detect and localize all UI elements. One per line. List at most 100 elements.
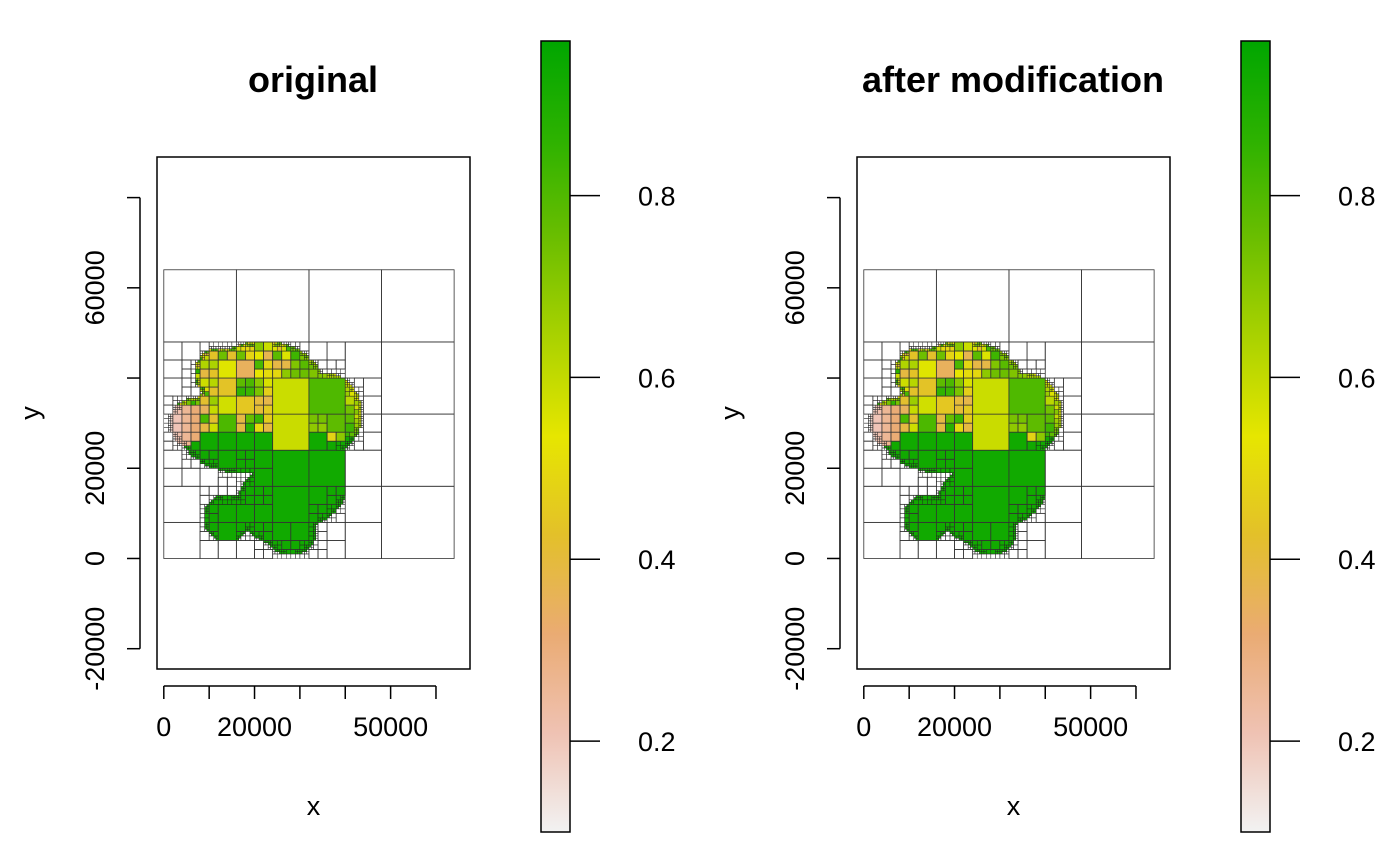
quadtree-cell: [211, 499, 214, 503]
quadtree-cell: [177, 431, 183, 437]
quadtree-cell: [886, 398, 889, 401]
quadtree-cell: [922, 495, 928, 501]
quadtree-cell: [1051, 389, 1055, 392]
quadtree-cell: [1063, 431, 1082, 451]
quadtree-cell: [254, 359, 264, 370]
quadtree-cell: [292, 346, 296, 349]
quadtree-cell: [936, 495, 939, 498]
quadtree-cell: [242, 483, 246, 487]
quadtree-cell: [1017, 549, 1028, 559]
quadtree-cell: [245, 413, 255, 424]
quadtree-cell: [920, 348, 924, 352]
quadtree-cell: [992, 348, 996, 352]
quadtree-cell: [344, 404, 355, 415]
quadtree-cell: [263, 350, 274, 361]
quadtree-cell: [999, 368, 1010, 379]
quadtree-cell: [354, 393, 357, 397]
quadtree-cell: [908, 485, 919, 496]
quadtree-cell: [883, 402, 887, 406]
quadtree-cell: [199, 389, 203, 392]
quadtree-cell: [1058, 409, 1062, 413]
quadtree-cell: [235, 431, 255, 451]
quadtree-cell: [1013, 524, 1016, 528]
quadtree-cell: [354, 436, 360, 442]
quadtree-cell: [983, 343, 987, 347]
quadtree-cell: [881, 395, 887, 401]
quadtree-cell: [320, 519, 323, 523]
quadtree-cell: [1081, 413, 1155, 487]
quadtree-cell: [886, 447, 889, 451]
quadtree-cell: [1054, 413, 1060, 419]
quadtree-cell: [1017, 422, 1028, 433]
quadtree-cell: [208, 341, 214, 347]
quadtree-cell: [317, 513, 323, 519]
quadtree-cell: [913, 497, 917, 501]
quadtree-cell: [881, 431, 892, 442]
quadtree-cell: [240, 481, 244, 485]
quadtree-cell: [177, 445, 183, 451]
quadtree-cell: [208, 386, 219, 397]
quadtree-cell: [1058, 400, 1062, 404]
quadtree-cell: [1044, 413, 1055, 424]
quadtree-cell: [917, 395, 937, 415]
quadtree-cell: [172, 400, 178, 406]
quadtree-cell: [886, 454, 892, 460]
quadtree-cell: [1033, 508, 1037, 512]
quadtree-cell: [913, 531, 919, 537]
quadtree-cell: [1020, 517, 1023, 521]
quadtree-cell: [208, 485, 219, 496]
quadtree-cell: [1054, 395, 1057, 399]
quadtree-cell: [942, 483, 946, 487]
quadtree-cell: [199, 540, 219, 559]
quadtree-cell: [231, 348, 235, 352]
quadtree-cell: [301, 353, 305, 356]
quadtree-cell: [222, 348, 226, 352]
quadtree-cell: [299, 355, 305, 361]
quadtree-cell: [274, 544, 278, 548]
quadtree-cell: [181, 404, 192, 415]
quadtree-cell: [913, 465, 917, 469]
quadtree-cell: [940, 346, 946, 352]
quadtree-cell: [863, 521, 901, 559]
quadtree-cell: [972, 553, 978, 559]
x-tick-label: 20000: [217, 712, 292, 742]
quadtree-cell: [902, 461, 905, 464]
quadtree-cell: [949, 531, 953, 534]
quadtree-cell: [202, 389, 205, 392]
quadtree-cell: [899, 463, 905, 469]
quadtree-cell: [1026, 494, 1037, 505]
quadtree-cell: [918, 472, 924, 478]
quadtree-cell: [1013, 364, 1016, 367]
quadtree-cell: [288, 343, 292, 347]
quadtree-cell: [245, 528, 248, 532]
quadtree-cell: [990, 350, 1001, 361]
quadtree-cell: [172, 440, 178, 446]
quadtree-cell: [931, 346, 935, 349]
quadtree-cell: [1008, 362, 1012, 365]
quadtree-cell: [1056, 434, 1060, 437]
quadtree-cell: [308, 549, 319, 559]
quadtree-cell: [354, 395, 357, 399]
quadtree-cell: [920, 470, 924, 474]
quadtree-cell: [281, 540, 292, 550]
quadtree-cell: [245, 531, 251, 537]
quadtree-cell: [940, 343, 944, 347]
quadtree-cell: [908, 463, 912, 467]
quadtree-cell: [972, 485, 1010, 523]
quadtree-cell: [902, 357, 905, 361]
quadtree-cell: [877, 395, 883, 401]
quadtree-cell: [1081, 341, 1155, 415]
quadtree-cell: [299, 553, 305, 559]
quadtree-cell: [945, 377, 955, 388]
quadtree-cell: [195, 373, 201, 379]
quadtree-cell: [949, 346, 955, 352]
colorbar-tick-label: 0.6: [638, 363, 676, 393]
quadtree-cell: [224, 346, 228, 349]
quadtree-cell: [204, 386, 210, 392]
quadtree-cell: [927, 499, 933, 505]
quadtree-cell: [242, 343, 246, 347]
quadtree-cell: [1053, 377, 1064, 388]
quadtree-cell: [326, 521, 346, 541]
quadtree-cell: [240, 486, 244, 489]
quadtree-cell: [917, 503, 937, 523]
